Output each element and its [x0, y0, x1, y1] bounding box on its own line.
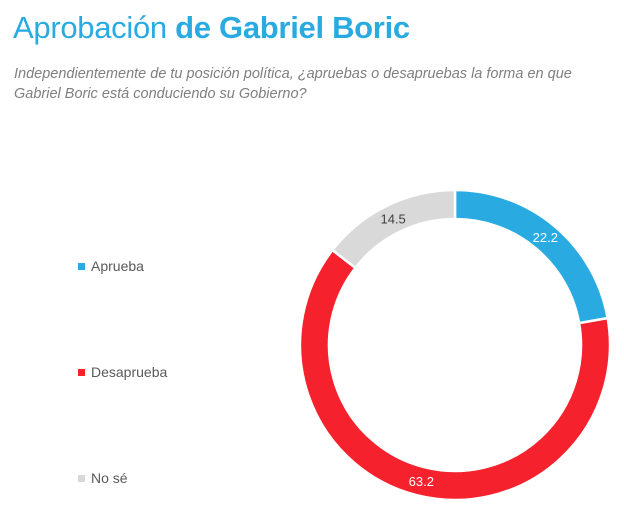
legend-label-no-se: No sé	[91, 470, 128, 486]
slice-no-se	[331, 188, 457, 270]
slice-desaprueba	[298, 248, 612, 502]
legend-item-desaprueba: Desaprueba	[78, 364, 167, 380]
legend-swatch-desaprueba	[78, 368, 85, 376]
legend-item-aprueba: Aprueba	[78, 258, 144, 274]
legend: Aprueba Desaprueba No sé	[78, 0, 278, 515]
chart-subtitle: Independientemente de tu posición políti…	[14, 66, 572, 102]
legend-label-desaprueba: Desaprueba	[91, 364, 168, 380]
slice-label-aprueba: 22.2	[533, 230, 558, 245]
slice-label-no-se: 14.5	[380, 211, 405, 226]
chart-title-bold: de Gabriel Boric	[175, 10, 410, 45]
legend-item-no-se: No sé	[78, 470, 128, 486]
chart-title: Aprobación de Gabriel Boric	[13, 8, 410, 48]
legend-swatch-aprueba	[78, 262, 85, 270]
legend-label-aprueba: Aprueba	[91, 258, 144, 274]
slice-aprueba	[453, 188, 609, 325]
legend-swatch-no-se	[78, 474, 85, 482]
chart-title-regular: Aprobación	[13, 10, 176, 45]
slice-label-desaprueba: 63.2	[409, 474, 434, 489]
